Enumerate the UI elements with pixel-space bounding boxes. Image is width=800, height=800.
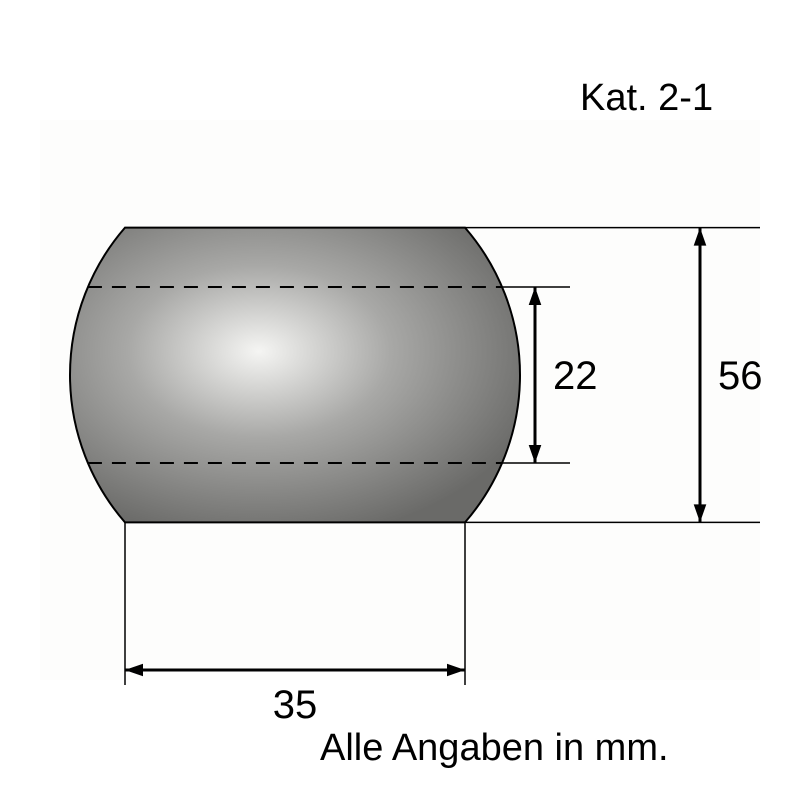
- technical-drawing-svg: 56 22 35 Kat. 2-1 Alle Angaben in mm.: [0, 0, 800, 800]
- category-title: Kat. 2-1: [580, 77, 713, 119]
- units-note: Alle Angaben in mm.: [320, 727, 669, 769]
- diagram-container: 56 22 35 Kat. 2-1 Alle Angaben in mm.: [0, 0, 800, 800]
- dimension-width-value: 35: [273, 683, 318, 727]
- dimension-bore-value: 22: [553, 354, 598, 398]
- ball-shape: [70, 228, 520, 523]
- dimension-diameter-value: 56: [718, 354, 763, 398]
